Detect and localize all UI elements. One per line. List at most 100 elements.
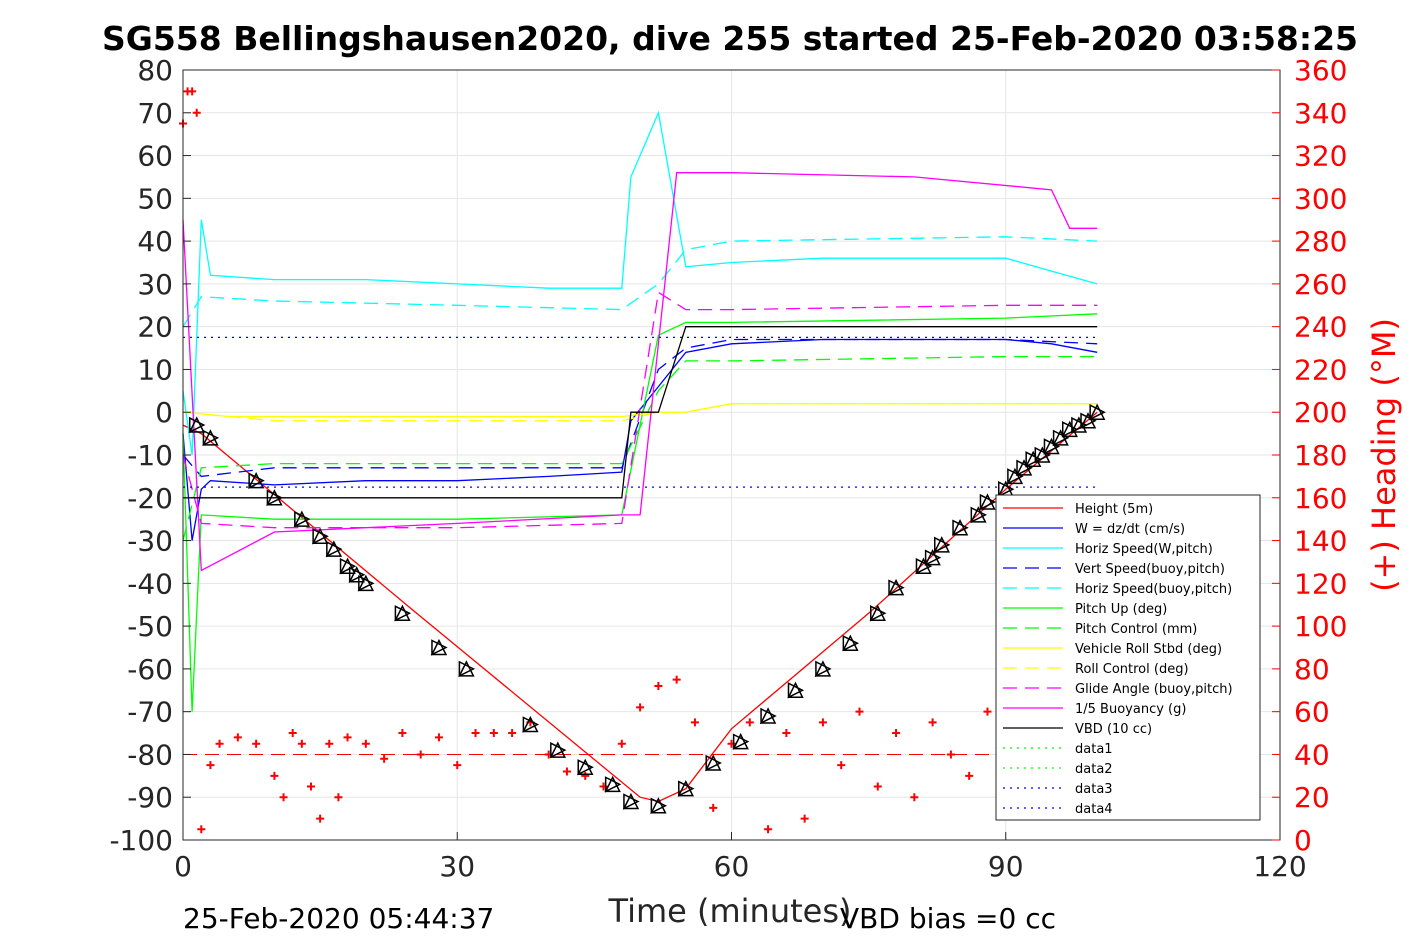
marker-up bbox=[430, 638, 448, 656]
y-tick-label: -80 bbox=[127, 738, 173, 771]
y-tick-label: -100 bbox=[109, 824, 173, 857]
marker-right bbox=[339, 558, 357, 575]
heading-point bbox=[233, 733, 242, 742]
heading-point bbox=[892, 729, 901, 738]
marker-up bbox=[266, 489, 283, 506]
marker-right bbox=[924, 549, 942, 566]
marker-right bbox=[623, 793, 640, 810]
series-horiz-speed-w-pitch bbox=[182, 110, 1098, 456]
series-w-dz-dt-cm-s bbox=[182, 338, 1098, 541]
heading-point bbox=[188, 87, 197, 96]
heading-point bbox=[910, 793, 919, 802]
series-vehicle-roll-stbd-deg bbox=[182, 403, 1098, 418]
y-tick-label: 70 bbox=[137, 97, 173, 130]
legend-label: data3 bbox=[1075, 782, 1113, 797]
heading-point bbox=[654, 682, 663, 690]
y2-tick-label: 80 bbox=[1294, 653, 1330, 686]
legend-label: 1/5 Buoyancy (g) bbox=[1075, 702, 1186, 717]
marker-up bbox=[339, 557, 356, 574]
y-tick-label: -70 bbox=[127, 696, 173, 729]
legend-label: Height (5m) bbox=[1075, 502, 1153, 517]
legend-label: Glide Angle (buoy,pitch) bbox=[1075, 682, 1233, 697]
y-tick-label: 50 bbox=[137, 182, 173, 215]
legend-label: data2 bbox=[1075, 762, 1113, 777]
heading-point bbox=[416, 750, 425, 759]
heading-point bbox=[581, 771, 590, 780]
y-tick-label: 30 bbox=[137, 268, 173, 301]
heading-point bbox=[398, 729, 407, 738]
marker-up bbox=[1034, 446, 1051, 463]
y2-tick-label: 360 bbox=[1294, 54, 1347, 87]
marker-up bbox=[951, 519, 969, 536]
marker-up bbox=[188, 416, 205, 433]
y2-tick-label: 220 bbox=[1294, 353, 1347, 386]
marker-up bbox=[1006, 467, 1024, 485]
heading-point bbox=[709, 803, 718, 812]
legend-label: Vehicle Roll Stbd (deg) bbox=[1075, 642, 1222, 657]
legend-label: Vert Speed(buoy,pitch) bbox=[1075, 562, 1225, 577]
heading-point bbox=[380, 754, 389, 763]
marker-up bbox=[814, 660, 832, 677]
series-vert-speed-buoy-pitch bbox=[182, 338, 1098, 478]
heading-point bbox=[297, 739, 306, 748]
legend-label: Roll Control (deg) bbox=[1075, 662, 1189, 677]
marker-up bbox=[549, 741, 567, 758]
marker-up bbox=[1015, 459, 1033, 476]
marker-right bbox=[294, 510, 311, 528]
heading-point bbox=[690, 718, 699, 727]
legend-label: data1 bbox=[1075, 742, 1113, 757]
y2-tick-label: 240 bbox=[1294, 311, 1347, 344]
marker-right bbox=[1089, 404, 1106, 421]
marker-right bbox=[348, 566, 366, 583]
y-tick-label: -10 bbox=[127, 439, 173, 472]
legend: Height (5m) W = dz/dt (cm/s) Horiz Speed(W… bbox=[995, 494, 1261, 821]
x-axis: 0 30 60 90 120 bbox=[174, 832, 1307, 883]
marker-right bbox=[1007, 468, 1024, 485]
x-axis-label: Time (minutes) bbox=[608, 892, 852, 930]
x-tick-label: 60 bbox=[714, 850, 750, 883]
marker-up bbox=[1043, 437, 1060, 455]
heading-point bbox=[508, 729, 517, 738]
marker-right bbox=[604, 776, 622, 793]
marker-right bbox=[1043, 438, 1061, 455]
x-tick-label: 120 bbox=[1253, 850, 1306, 883]
x-tick-label: 30 bbox=[439, 850, 475, 883]
marker-up bbox=[247, 471, 265, 489]
marker-right bbox=[870, 605, 887, 622]
marker-right bbox=[326, 540, 343, 558]
marker-right bbox=[998, 481, 1015, 498]
heading-point bbox=[434, 733, 443, 742]
heading-point bbox=[965, 771, 974, 780]
marker-up bbox=[970, 506, 987, 523]
heading-point bbox=[946, 750, 955, 759]
y-tick-label: 40 bbox=[137, 225, 173, 258]
chart-title: SG558 Bellingshausen2020, dive 255 start… bbox=[102, 19, 1358, 58]
marker-right bbox=[970, 506, 988, 524]
position-markers bbox=[188, 403, 1106, 814]
marker-up bbox=[979, 493, 996, 510]
heading-point bbox=[288, 729, 297, 738]
marker-right bbox=[577, 759, 594, 776]
heading-point bbox=[855, 707, 864, 716]
marker-right bbox=[358, 575, 375, 592]
heading-point bbox=[764, 825, 773, 834]
marker-up bbox=[1079, 412, 1097, 429]
marker-right bbox=[952, 519, 969, 536]
marker-right bbox=[915, 558, 933, 575]
marker-up bbox=[348, 566, 365, 583]
marker-right bbox=[202, 429, 220, 447]
heading-point bbox=[453, 761, 462, 770]
heading-point bbox=[279, 793, 288, 802]
marker-right bbox=[815, 660, 832, 678]
heading-point bbox=[306, 782, 315, 791]
marker-up bbox=[787, 681, 804, 699]
marker-up bbox=[522, 715, 539, 733]
x-tick-label: 90 bbox=[988, 850, 1024, 883]
y2-tick-label: 280 bbox=[1294, 225, 1347, 258]
marker-up bbox=[311, 527, 329, 545]
marker-up bbox=[677, 779, 695, 797]
heading-point bbox=[252, 739, 261, 748]
series-1-5-buoyancy-g bbox=[182, 172, 1098, 572]
marker-right bbox=[732, 733, 750, 750]
